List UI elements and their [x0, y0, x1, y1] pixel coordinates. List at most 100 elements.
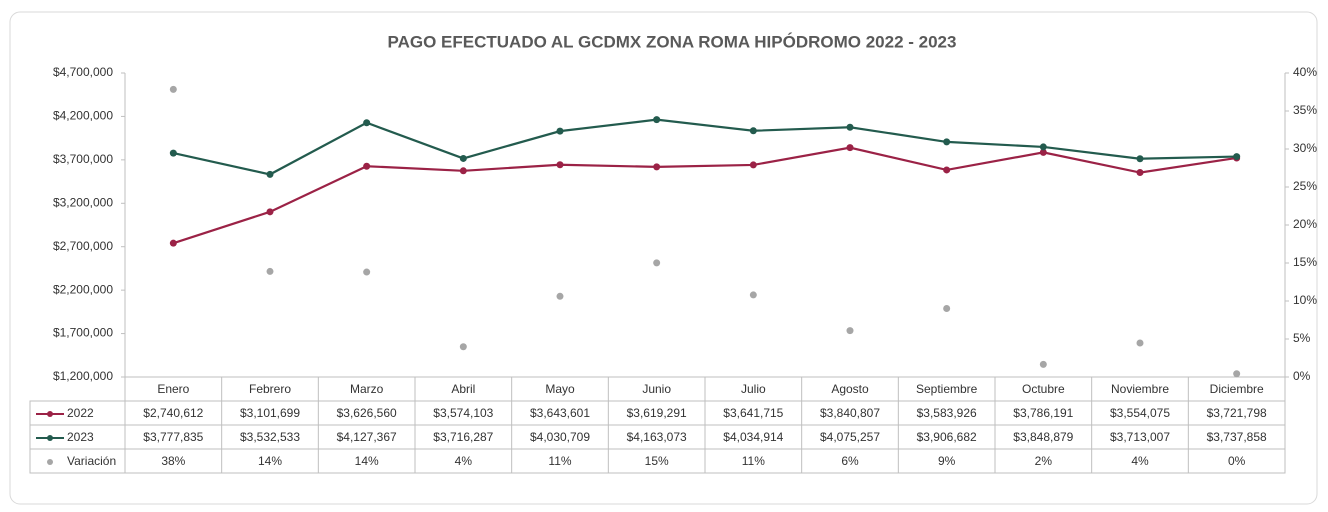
table-value: $3,777,835	[143, 430, 203, 444]
series-line	[172, 146, 1237, 245]
table-value: $4,075,257	[820, 430, 880, 444]
x-tick-label: Septiembre	[916, 382, 978, 396]
scatter-point	[363, 268, 371, 276]
legend-marker	[47, 459, 53, 465]
table-value: 11%	[742, 454, 765, 468]
chart-frame	[9, 11, 1318, 505]
table-value: $3,101,699	[240, 406, 300, 420]
line-marker	[459, 167, 467, 175]
table-value: 15%	[645, 454, 669, 468]
scatter-point	[459, 343, 467, 351]
x-tick-label: Agosto	[831, 382, 869, 396]
table-value: 4%	[455, 454, 473, 468]
scatter-point	[1233, 370, 1241, 378]
line-marker	[266, 208, 274, 216]
table-value: $3,643,601	[530, 406, 590, 420]
table-value: $3,574,103	[433, 406, 493, 420]
legend-label: 2023	[67, 430, 94, 444]
legend-label: 2022	[67, 406, 94, 420]
y2-tick-label: 25%	[1293, 179, 1317, 193]
x-tick-label: Enero	[157, 382, 189, 396]
line-marker	[169, 239, 177, 247]
x-tick-label: Mayo	[545, 382, 575, 396]
scatter-point	[846, 327, 854, 335]
scatter-point	[653, 259, 661, 267]
table-value: $2,740,612	[143, 406, 203, 420]
y2-tick-label: 5%	[1293, 331, 1311, 345]
table-value: 14%	[355, 454, 379, 468]
y2-tick-label: 0%	[1293, 369, 1311, 383]
table-value: $3,786,191	[1013, 406, 1073, 420]
x-tick-label: Marzo	[350, 382, 384, 396]
table-value: $4,034,914	[723, 430, 783, 444]
y-tick-label: $4,700,000	[53, 65, 113, 79]
line-marker	[943, 138, 951, 146]
y-tick-label: $3,700,000	[53, 152, 113, 166]
line-marker	[1039, 143, 1047, 151]
table-value: 2%	[1035, 454, 1053, 468]
y2-tick-label: 10%	[1293, 293, 1317, 307]
line-marker	[943, 166, 951, 174]
table-value: $3,713,007	[1110, 430, 1170, 444]
scatter-point	[943, 305, 951, 313]
x-tick-label: Abril	[451, 382, 475, 396]
table-value: $3,721,798	[1207, 406, 1267, 420]
scatter-point	[1136, 339, 1144, 347]
table-value: $3,532,533	[240, 430, 300, 444]
line-marker	[653, 116, 661, 124]
legend-marker	[47, 411, 53, 417]
scatter-point	[556, 292, 564, 300]
x-tick-label: Febrero	[249, 382, 291, 396]
y-tick-label: $2,700,000	[53, 239, 113, 253]
y-tick-label: $3,200,000	[53, 195, 113, 209]
y2-tick-label: 30%	[1293, 141, 1317, 155]
table-value: $3,626,560	[337, 406, 397, 420]
line-marker	[556, 127, 564, 135]
table-value: $3,906,682	[917, 430, 977, 444]
chart-title: PAGO EFECTUADO AL GCDMX ZONA ROMA HIPÓDR…	[388, 32, 957, 51]
line-marker	[1136, 169, 1144, 177]
legend-marker	[47, 435, 53, 441]
table-value: 9%	[938, 454, 956, 468]
line-marker	[1039, 148, 1047, 156]
table-value: $3,583,926	[917, 406, 977, 420]
y-tick-label: $1,200,000	[53, 369, 113, 383]
y-tick-label: $2,200,000	[53, 282, 113, 296]
line-marker	[556, 161, 564, 169]
table-value: $4,127,367	[337, 430, 397, 444]
line-marker	[266, 170, 274, 178]
table-value: $4,030,709	[530, 430, 590, 444]
x-tick-label: Octubre	[1022, 382, 1065, 396]
x-tick-label: Diciembre	[1210, 382, 1264, 396]
table-value: $3,848,879	[1013, 430, 1073, 444]
line-marker	[749, 161, 757, 169]
y2-tick-label: 20%	[1293, 217, 1317, 231]
line-marker	[1233, 153, 1241, 161]
table-value: $3,716,287	[433, 430, 493, 444]
table-value: 14%	[258, 454, 282, 468]
line-marker	[169, 149, 177, 157]
scatter-point	[266, 267, 274, 275]
table-value: $3,619,291	[627, 406, 687, 420]
y2-tick-label: 15%	[1293, 255, 1317, 269]
line-marker	[749, 127, 757, 135]
line-marker	[846, 123, 854, 131]
table-value: 0%	[1228, 454, 1246, 468]
x-tick-label: Noviembre	[1111, 382, 1169, 396]
table-value: $4,163,073	[627, 430, 687, 444]
line-marker	[459, 154, 467, 162]
y-tick-label: $4,200,000	[53, 109, 113, 123]
x-tick-label: Julio	[741, 382, 766, 396]
line-marker	[846, 144, 854, 152]
table-value: $3,840,807	[820, 406, 880, 420]
x-tick-label: Junio	[642, 382, 671, 396]
y-tick-label: $1,700,000	[53, 326, 113, 340]
series-line	[173, 118, 1237, 176]
line-marker	[1136, 155, 1144, 163]
y2-tick-label: 35%	[1293, 103, 1317, 117]
table-value: 4%	[1131, 454, 1149, 468]
table-value: $3,737,858	[1207, 430, 1267, 444]
y2-tick-label: 40%	[1293, 65, 1317, 79]
scatter-point	[169, 85, 177, 93]
